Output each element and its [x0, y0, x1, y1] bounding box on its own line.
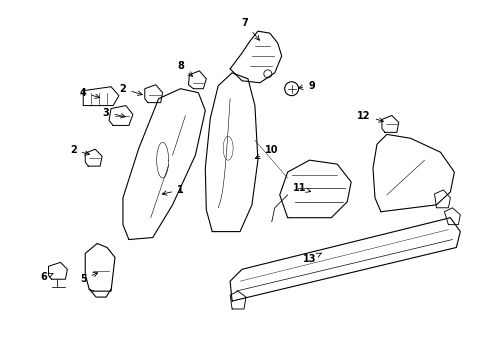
Text: 1: 1 [162, 185, 183, 195]
Text: 7: 7 [241, 18, 259, 40]
Text: 2: 2 [120, 84, 142, 95]
Text: 3: 3 [102, 108, 125, 118]
Text: 12: 12 [357, 111, 383, 122]
Text: 5: 5 [80, 273, 98, 284]
Text: 2: 2 [70, 145, 89, 156]
Text: 11: 11 [292, 183, 310, 193]
Text: 6: 6 [40, 272, 53, 282]
Text: 9: 9 [298, 81, 314, 91]
Text: 13: 13 [302, 253, 321, 264]
Text: 10: 10 [255, 145, 278, 158]
Text: 8: 8 [177, 61, 192, 76]
Text: 4: 4 [80, 88, 100, 98]
